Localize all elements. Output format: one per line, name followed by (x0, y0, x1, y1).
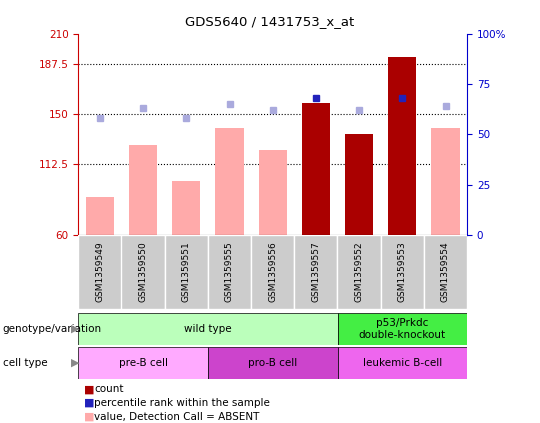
Text: p53/Prkdc
double-knockout: p53/Prkdc double-knockout (359, 318, 446, 340)
Bar (431, 128, 460, 235)
Bar (78, 235, 122, 309)
Text: GDS5640 / 1431753_x_at: GDS5640 / 1431753_x_at (185, 15, 355, 28)
Text: value, Detection Call = ABSENT: value, Detection Call = ABSENT (94, 412, 260, 422)
Bar (302, 104, 330, 235)
Bar (215, 128, 244, 235)
Bar (388, 57, 416, 235)
Text: GSM1359555: GSM1359555 (225, 242, 234, 302)
Text: ■: ■ (84, 384, 94, 394)
Text: genotype/variation: genotype/variation (3, 324, 102, 334)
Text: pro-B cell: pro-B cell (248, 358, 298, 368)
Bar (381, 235, 424, 309)
Text: ▶: ▶ (71, 358, 80, 368)
Text: GSM1359550: GSM1359550 (139, 242, 147, 302)
Bar (345, 135, 373, 235)
Bar (338, 235, 381, 309)
Text: ■: ■ (84, 412, 94, 422)
Text: ■: ■ (84, 398, 94, 408)
Text: wild type: wild type (184, 324, 232, 334)
Bar (251, 235, 294, 309)
Text: percentile rank within the sample: percentile rank within the sample (94, 398, 271, 408)
Bar (172, 181, 200, 235)
Bar (129, 145, 157, 235)
Bar (294, 235, 338, 309)
Text: GSM1359549: GSM1359549 (96, 242, 104, 302)
Bar (165, 235, 208, 309)
Bar (338, 347, 467, 379)
Text: GSM1359557: GSM1359557 (312, 242, 320, 302)
Bar (424, 235, 467, 309)
Text: GSM1359551: GSM1359551 (182, 242, 191, 302)
Bar (259, 151, 287, 235)
Text: GSM1359556: GSM1359556 (268, 242, 277, 302)
Text: cell type: cell type (3, 358, 48, 368)
Text: count: count (94, 384, 124, 394)
Text: GSM1359554: GSM1359554 (441, 242, 450, 302)
Bar (208, 235, 251, 309)
Text: GSM1359553: GSM1359553 (398, 242, 407, 302)
Text: GSM1359552: GSM1359552 (355, 242, 363, 302)
Bar (208, 347, 338, 379)
Bar (78, 313, 338, 345)
Bar (86, 197, 114, 235)
Text: leukemic B-cell: leukemic B-cell (363, 358, 442, 368)
Text: ▶: ▶ (71, 324, 80, 334)
Text: pre-B cell: pre-B cell (119, 358, 167, 368)
Bar (122, 235, 165, 309)
Bar (78, 347, 208, 379)
Bar (338, 313, 467, 345)
